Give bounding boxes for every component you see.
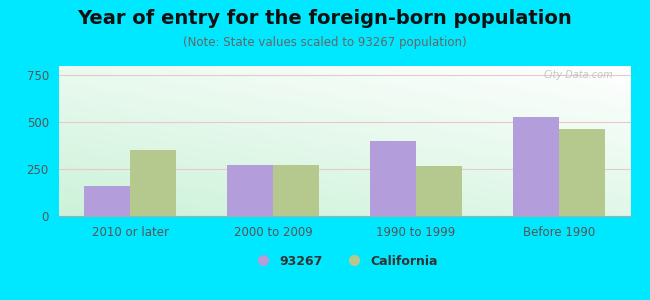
Bar <box>130 150 176 216</box>
Bar <box>227 165 273 216</box>
Bar <box>84 186 130 216</box>
Text: (Note: State values scaled to 93267 population): (Note: State values scaled to 93267 popu… <box>183 36 467 49</box>
Bar <box>514 117 559 216</box>
Text: Year of entry for the foreign-born population: Year of entry for the foreign-born popul… <box>77 9 573 28</box>
Text: City-Data.com: City-Data.com <box>543 70 614 80</box>
Bar <box>273 165 318 216</box>
Legend: 93267, California: 93267, California <box>246 250 443 273</box>
Bar <box>370 141 416 216</box>
Bar <box>559 129 604 216</box>
Bar <box>416 166 462 216</box>
